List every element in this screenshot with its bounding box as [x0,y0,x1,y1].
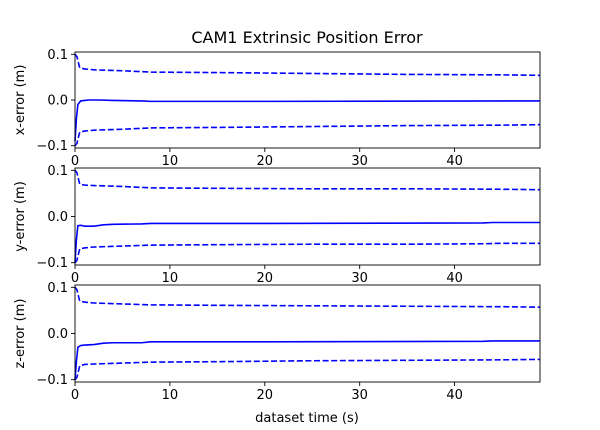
z-x-tick-label: 30 [351,388,368,403]
z-error-panel: −0.1 0.0 0.1 0 10 20 30 40 z-error (m) [13,281,541,403]
x-error-panel: −0.1 0.0 0.1 0 10 20 30 40 x-error (m) [13,48,541,169]
x-y-tick-label: −0.1 [36,139,68,154]
z-x-tick-label: 10 [162,388,179,403]
y-axis-label: y-error (m) [13,181,28,252]
x-lower-bound-line [74,123,541,147]
x-axis-label: x-error (m) [13,65,28,136]
y-x-tick-label: 30 [351,271,368,286]
z-upper-bound-line [74,286,541,308]
chart-title: CAM1 Extrinsic Position Error [191,28,423,47]
panels: −0.10.00.10 10 20 30 40x-error (m)−0.10.00.1… [13,48,541,403]
z-axis-label: z-error (m) [13,299,28,369]
x-axis-label: dataset time (s) [255,411,359,426]
x-x-tick-label: 40 [446,154,463,169]
x-y-tick-label: 0.0 [47,94,68,109]
x-x-tick-label: 20 [257,154,274,169]
z-y-tick-label: 0.1 [47,281,68,296]
z-x-tick-label: 0 [71,388,79,403]
x-x-tick-label: 10 [162,154,179,169]
y-upper-bound-line [74,169,541,191]
y-estimate-line [74,221,540,263]
x-estimate-line [74,99,541,142]
y-axes-frame [74,167,541,266]
y-y-tick-label: −0.1 [36,256,68,271]
x-upper-bound-line [74,53,541,77]
x-x-tick-label: 0 [71,154,79,169]
y-lower-bound-line [74,242,540,264]
y-x-tick-label: 40 [446,271,463,286]
z-x-tick-label: 40 [446,388,463,403]
z-y-tick-label: 0.0 [47,327,68,342]
x-x-tick-label: 30 [351,154,368,169]
x-y-tick-label: 0.1 [47,48,68,63]
z-y-tick-label: −0.1 [36,373,68,388]
z-x-tick-label: 20 [257,388,274,403]
x-axes-frame [74,51,541,149]
y-error-panel: −0.1 0.0 0.1 0 10 20 30 40 y-error (m) [13,164,541,286]
y-x-tick-label: 20 [257,271,274,286]
y-x-tick-label: 10 [162,271,179,286]
z-estimate-line [74,340,540,380]
z-axes-frame [74,284,541,383]
z-lower-bound-line [74,358,541,381]
y-x-tick-label: 0 [71,271,79,286]
y-y-tick-label: 0.1 [47,164,68,179]
y-y-tick-label: 0.0 [47,210,68,225]
